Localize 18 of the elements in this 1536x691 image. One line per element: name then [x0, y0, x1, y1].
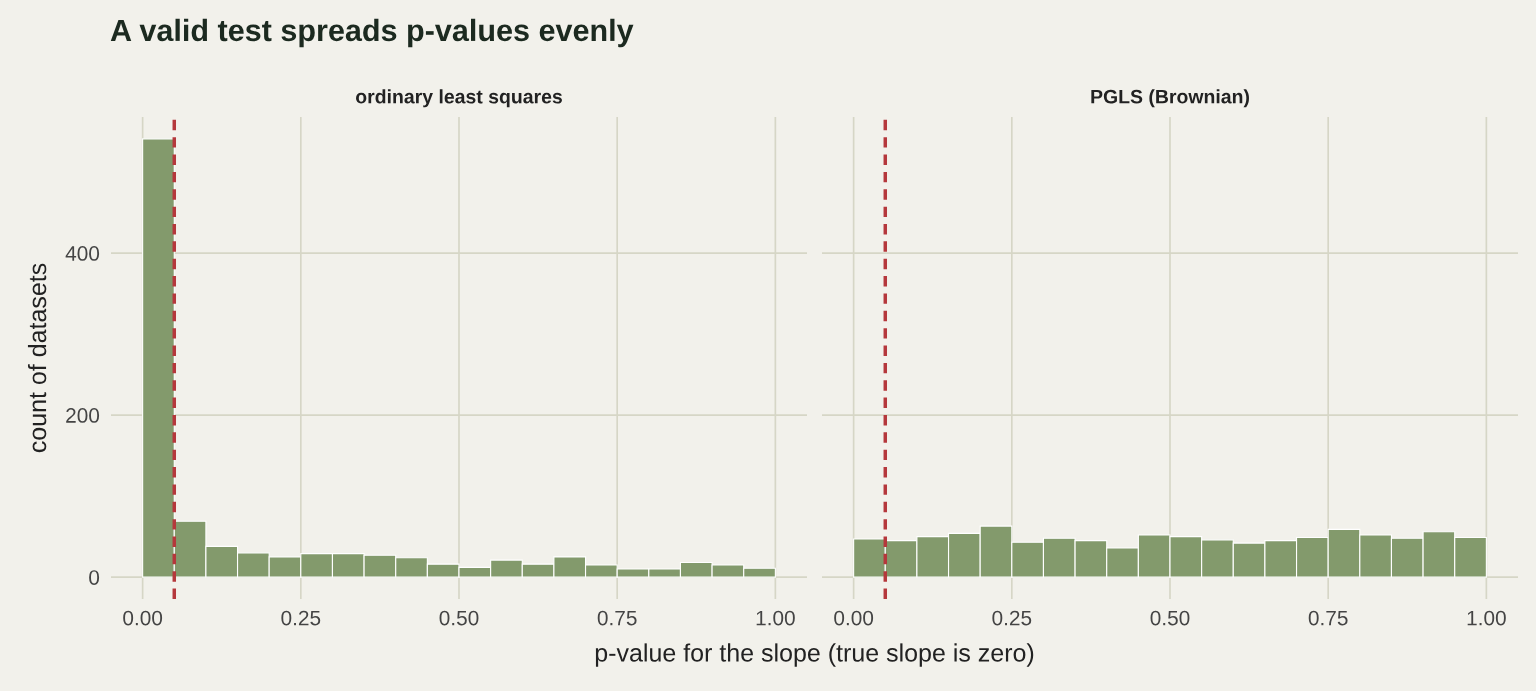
- chart-subtitle: ordinary least squares: [356, 89, 562, 108]
- x-tick-label: 0.50: [1150, 610, 1190, 626]
- y-tick-label: 0: [89, 570, 100, 585]
- x-axis-title: p-value for the slope (true slope is zero): [595, 643, 1034, 667]
- y-tick-label: 200: [66, 408, 100, 423]
- x-tick-label: 0.25: [281, 610, 321, 626]
- x-tick-label: 0.00: [123, 610, 163, 626]
- x-tick-label: 1.00: [1467, 610, 1506, 626]
- chart-subtitle: PGLS (Brownian): [1091, 89, 1249, 108]
- y-tick-label: 400: [65, 246, 100, 261]
- chart-title: A valid test spreads p-values evenly: [110, 18, 634, 48]
- x-tick-label: 1.00: [756, 610, 795, 626]
- x-tick-label: 0.75: [1308, 610, 1348, 626]
- x-tick-label: 0.75: [597, 610, 637, 626]
- y-axis-title: count of datasets: [27, 263, 47, 453]
- x-tick-label: 0.25: [992, 610, 1032, 626]
- x-tick-label: 0.00: [834, 610, 874, 626]
- x-tick-label: 0.50: [439, 610, 479, 626]
